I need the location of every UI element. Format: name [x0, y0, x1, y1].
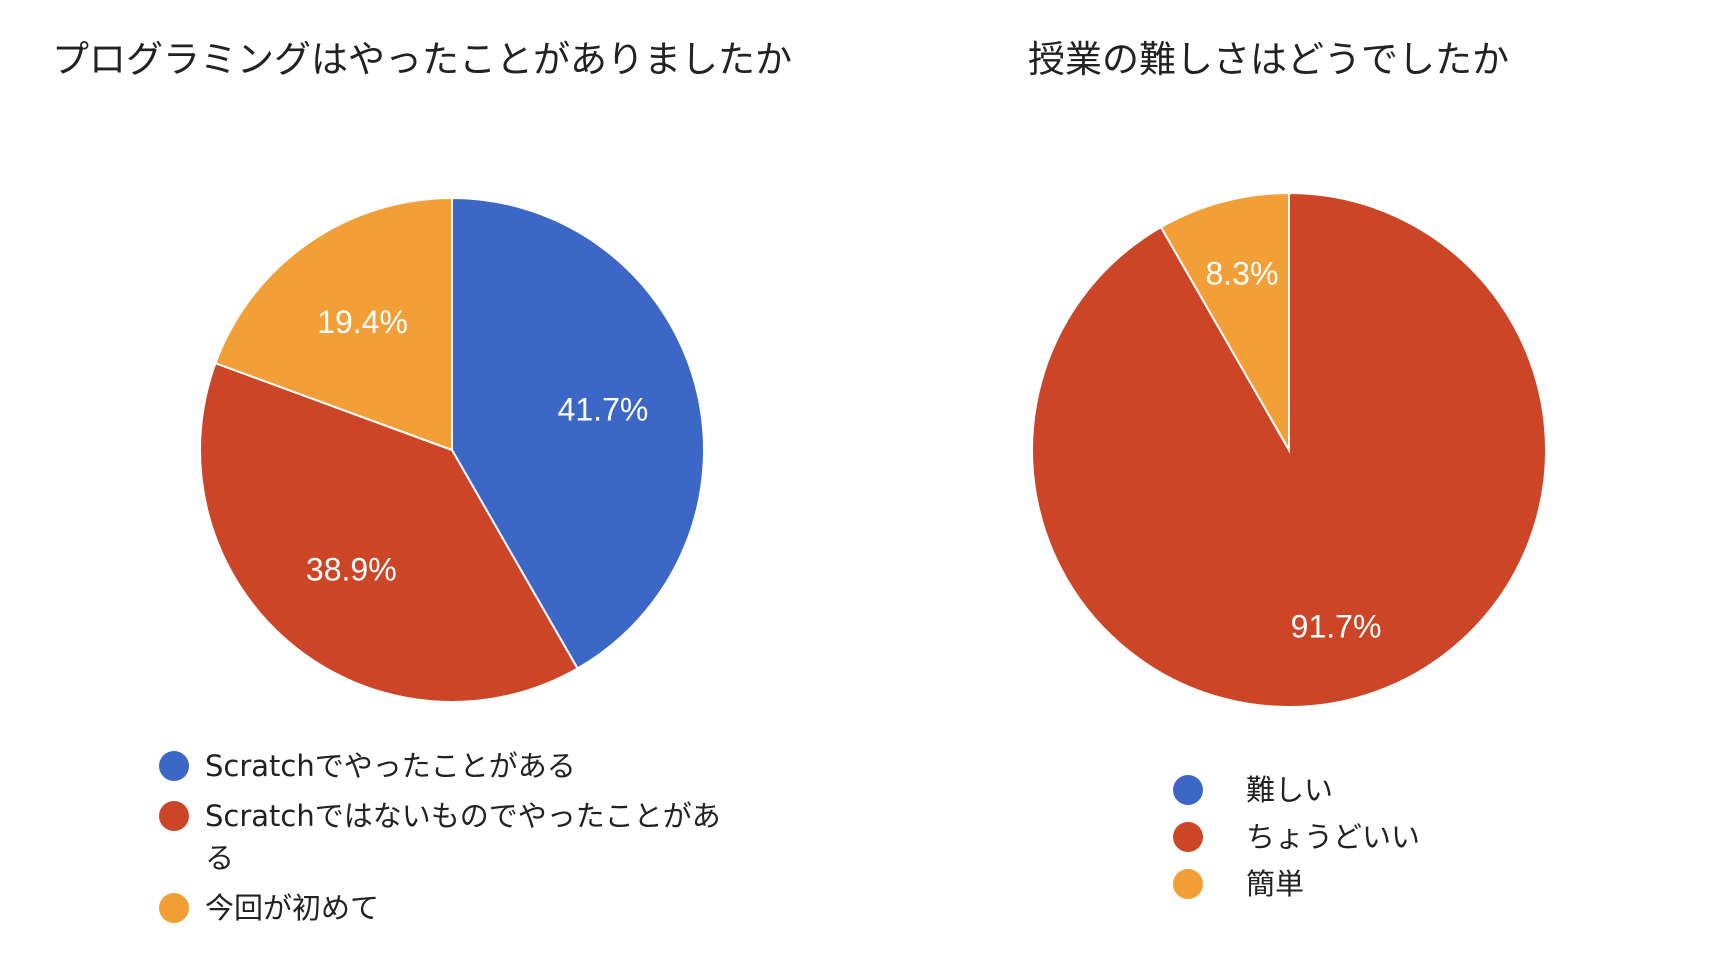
legend-swatch	[1173, 822, 1203, 852]
legend-label: る	[205, 841, 234, 875]
slice-percent-label: 8.3%	[1205, 256, 1278, 292]
slice-percent-label: 91.7%	[1291, 608, 1382, 644]
pie-slice	[199, 361, 579, 703]
legend-label: ちょうどいい	[1246, 820, 1420, 854]
pie-slice	[1159, 191, 1290, 454]
pie-slice	[214, 196, 453, 452]
legend-swatch	[159, 893, 189, 923]
legend-swatch	[1173, 775, 1203, 805]
legend-swatch	[159, 801, 189, 831]
legend-swatch	[159, 751, 189, 781]
legend-label: 今回が初めて	[205, 891, 379, 925]
legend-label: Scratchでやったことがある	[205, 749, 576, 783]
chart-title: 授業の難しさはどうでしたか	[1028, 38, 1509, 81]
slice-percent-label: 41.7%	[558, 392, 649, 428]
pie-slice	[451, 196, 706, 670]
legend-label: 難しい	[1246, 773, 1333, 807]
legend-swatch	[1173, 869, 1203, 899]
slice-percent-label: 38.9%	[306, 551, 397, 587]
legend-label: 簡単	[1246, 867, 1304, 901]
legend-label: Scratchではないものでやったことがあ	[205, 799, 721, 833]
chart-title: プログラミングはやったことがありましたか	[52, 38, 792, 81]
pie-chart-programming-experience: プログラミングはやったことがありましたか 41.7% 38.9% 19.4% Scrat…	[52, 38, 792, 925]
slice-percent-label: 19.4%	[317, 304, 408, 340]
